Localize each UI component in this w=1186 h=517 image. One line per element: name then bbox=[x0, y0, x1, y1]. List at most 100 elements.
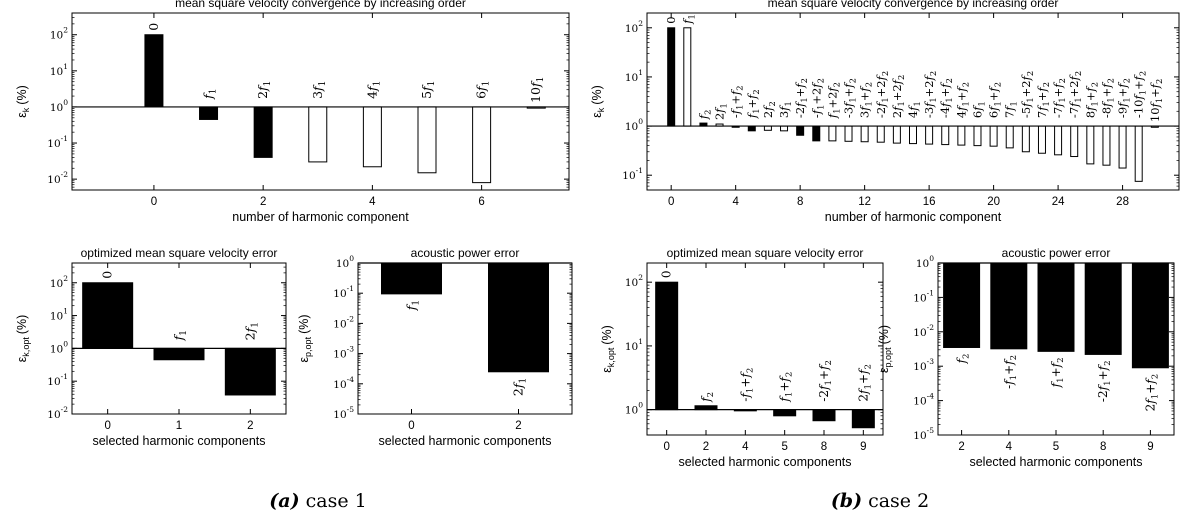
caption-b-text: case 2 bbox=[868, 490, 929, 512]
label-part: 3 bbox=[858, 111, 872, 118]
label-subscript: 2 bbox=[863, 364, 873, 370]
label-part: 2 bbox=[1143, 404, 1157, 412]
x-tick-label: 2 bbox=[515, 420, 521, 432]
label-f: f bbox=[699, 395, 713, 403]
label-f: f bbox=[171, 333, 186, 341]
y-tick-label: 10-4 bbox=[333, 375, 354, 391]
label-subscript: 2 bbox=[1138, 71, 1148, 76]
label-subscript: 1 bbox=[250, 322, 260, 328]
bar bbox=[796, 125, 805, 136]
y-axis-label: εp,opt (%) bbox=[877, 325, 893, 373]
label-part: 0 bbox=[100, 271, 115, 279]
tick-base: 10 bbox=[625, 23, 638, 35]
x-tick-label: 2 bbox=[703, 441, 709, 453]
bar-label: -10f1​+f2​ bbox=[1132, 71, 1148, 118]
x-tick-label: 4 bbox=[732, 196, 739, 208]
label-f: f bbox=[1143, 377, 1157, 385]
tick-base: 10 bbox=[50, 30, 63, 42]
label-part: 2 bbox=[761, 111, 775, 118]
bar-label: 2f1​ bbox=[511, 378, 529, 396]
label-subscript: 2 bbox=[1089, 82, 1099, 87]
label-f: f bbox=[242, 325, 257, 333]
bar-label: 4f1​ bbox=[906, 101, 922, 118]
label-part: + bbox=[1083, 92, 1097, 102]
label-f: f bbox=[825, 86, 839, 93]
label-subscript: 2 bbox=[1025, 71, 1035, 76]
y-axis-label: εk (%) bbox=[590, 85, 606, 118]
label-subscript: 2 bbox=[960, 82, 970, 87]
tick-base: 10 bbox=[333, 379, 346, 391]
x-tick-label: 2 bbox=[958, 441, 964, 453]
label-part: -2 bbox=[793, 107, 807, 118]
tick-exponent: -3 bbox=[347, 345, 355, 354]
bar bbox=[990, 262, 1028, 350]
tick-base: 10 bbox=[50, 66, 63, 78]
bar bbox=[253, 106, 273, 158]
tick-exponent: -2 bbox=[61, 405, 69, 414]
label-part: -7 bbox=[1067, 107, 1081, 118]
label-subscript: 1 bbox=[1122, 97, 1132, 102]
tick-exponent: 2 bbox=[638, 19, 643, 28]
label-f: f bbox=[890, 78, 904, 85]
tick-exponent: -1 bbox=[347, 284, 354, 293]
label-part: - bbox=[809, 114, 823, 118]
x-tick-label: 2 bbox=[247, 420, 253, 432]
bar bbox=[747, 125, 756, 132]
label-subscript: 1 bbox=[912, 101, 922, 106]
label-f: f bbox=[858, 86, 872, 93]
tick-exponent: 0 bbox=[638, 117, 643, 126]
tick-exponent: -4 bbox=[927, 392, 935, 401]
bar-label: 3f1​ bbox=[777, 101, 793, 118]
label-part: +2 bbox=[825, 92, 839, 109]
label-f: f bbox=[1051, 82, 1065, 89]
label-f: f bbox=[938, 101, 952, 108]
bar bbox=[1070, 125, 1079, 158]
label-subscript: 1 bbox=[928, 97, 938, 102]
label-part: -3 bbox=[922, 107, 936, 118]
ylabel-unit: (%) bbox=[15, 85, 29, 104]
label-f: f bbox=[1051, 101, 1065, 108]
ylabel-subscript: p,opt bbox=[303, 336, 313, 357]
label-subscript: 1 bbox=[848, 97, 858, 102]
tick-exponent: 1 bbox=[63, 62, 68, 71]
bar-label: -2f1​+2f2​ bbox=[874, 71, 890, 118]
label-part: + bbox=[1049, 367, 1063, 377]
bar bbox=[989, 125, 998, 147]
y-tick-label: 102 bbox=[50, 26, 68, 42]
bar bbox=[943, 262, 981, 348]
bar bbox=[973, 125, 982, 147]
x-axis-label: selected harmonic components bbox=[969, 455, 1142, 469]
bar-label: -f1​+f2​ bbox=[1002, 355, 1019, 389]
bar bbox=[1037, 262, 1075, 352]
bar bbox=[1005, 125, 1014, 149]
label-subscript: 1 bbox=[1025, 97, 1035, 102]
bar-label: -7f1​+2f2​ bbox=[1067, 71, 1083, 118]
label-f: f bbox=[761, 105, 775, 112]
label-subscript: 1 bbox=[1105, 97, 1115, 102]
label-part: +2 bbox=[874, 80, 888, 97]
label-subscript: 1 bbox=[944, 97, 954, 102]
label-f: f bbox=[1116, 101, 1130, 108]
bar bbox=[1054, 125, 1063, 156]
y-axis-label: εp,opt (%) bbox=[297, 314, 313, 362]
label-subscript: 2 bbox=[785, 372, 795, 378]
y-tick-label: 101 bbox=[625, 68, 643, 84]
bar-label: -2f1​+f2​ bbox=[817, 360, 834, 402]
tick-exponent: 0 bbox=[929, 254, 934, 263]
label-f: f bbox=[1143, 397, 1157, 405]
label-subscript: 2 bbox=[848, 78, 858, 83]
y-tick-label: 100 bbox=[50, 98, 68, 114]
label-f: f bbox=[922, 101, 936, 108]
bar bbox=[144, 34, 164, 108]
label-part: + bbox=[745, 99, 759, 109]
bar-label: f1​+f2​ bbox=[1049, 357, 1066, 388]
tick-exponent: -1 bbox=[636, 166, 643, 175]
label-f: f bbox=[842, 82, 856, 89]
label-subscript: 2 bbox=[735, 85, 745, 90]
ylabel-subscript: k,opt bbox=[21, 337, 31, 357]
bar-label: f1​ bbox=[171, 330, 189, 341]
chart-title: mean square velocity convergence by incr… bbox=[175, 0, 466, 10]
chart-title: mean square velocity convergence by incr… bbox=[768, 0, 1059, 10]
y-tick-label: 10-1 bbox=[47, 372, 68, 388]
y-tick-label: 10-2 bbox=[47, 405, 68, 421]
